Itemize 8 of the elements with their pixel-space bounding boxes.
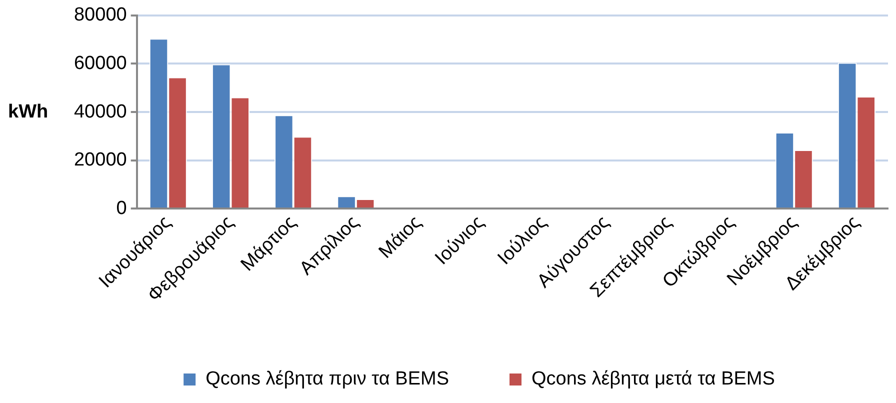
y-tick-label: 60000 [74,52,127,74]
legend-label: Qcons λέβητα μετά τα BEMS [532,368,775,390]
legend-label: Qcons λέβητα πριν τα BEMS [206,368,450,390]
y-tick-label: 0 [116,198,127,219]
y-tick-label: 80000 [74,4,127,26]
y-tick-label: 40000 [74,101,127,122]
y-tick-label: 20000 [74,150,127,171]
y-axis-title: kWh [8,101,48,122]
